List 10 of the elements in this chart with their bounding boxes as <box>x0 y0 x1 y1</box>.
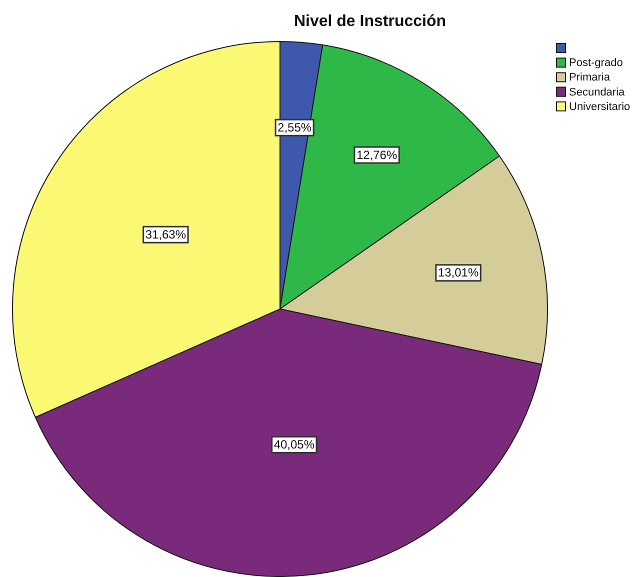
legend-label: Universitario <box>569 100 630 113</box>
chart-title: Nivel de Instrucción <box>292 13 448 31</box>
legend-label: Primaria <box>569 72 611 84</box>
data-label: 13,01% <box>438 266 479 280</box>
legend-label: Secundaria <box>569 86 626 98</box>
data-label: 2,55% <box>278 120 312 134</box>
data-label: 31,63% <box>145 227 186 242</box>
data-label: 40,05% <box>274 438 315 452</box>
data-label: 12,76% <box>356 148 398 162</box>
legend-label: Post-grado <box>569 57 623 70</box>
